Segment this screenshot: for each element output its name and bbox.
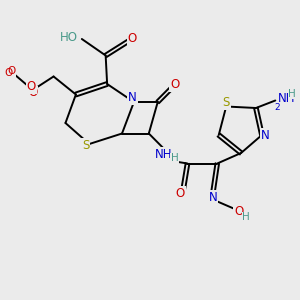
Text: HO: HO <box>60 31 78 44</box>
Text: N: N <box>208 190 217 204</box>
Text: O: O <box>5 68 13 78</box>
Text: S: S <box>223 96 230 110</box>
Text: O: O <box>27 80 36 94</box>
Text: O: O <box>170 78 180 91</box>
Text: H: H <box>288 89 296 99</box>
Text: S: S <box>82 139 89 152</box>
Text: H: H <box>242 212 250 223</box>
Text: O: O <box>176 187 185 200</box>
Text: O: O <box>28 86 38 100</box>
Text: O: O <box>128 32 137 45</box>
Text: O: O <box>7 66 15 76</box>
Text: H: H <box>171 153 178 163</box>
Text: N: N <box>128 91 137 104</box>
Text: NH: NH <box>278 92 296 105</box>
Text: 2: 2 <box>274 103 280 112</box>
Text: N: N <box>261 129 270 142</box>
Text: NH: NH <box>155 148 172 161</box>
Text: O: O <box>234 205 244 218</box>
